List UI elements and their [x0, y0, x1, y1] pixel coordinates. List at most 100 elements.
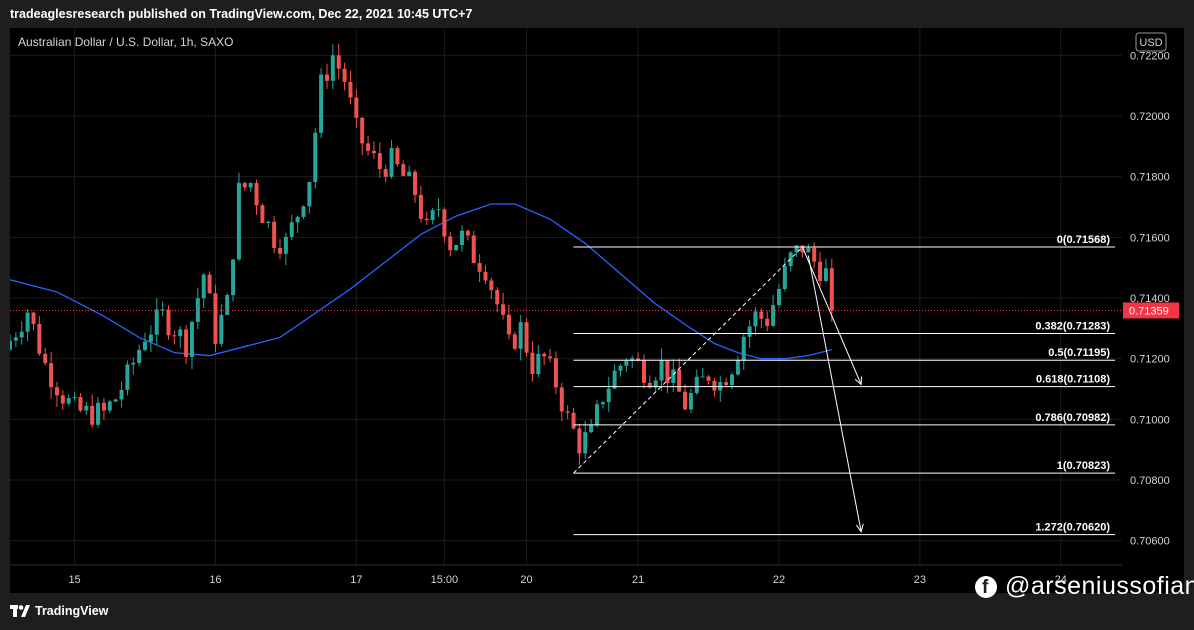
y-axis-tick-label: 0.71800 — [1130, 172, 1170, 184]
x-axis-tick-label: 21 — [632, 574, 644, 586]
candle-body — [524, 322, 529, 353]
candle-body — [407, 171, 412, 176]
candle-body — [818, 261, 823, 281]
candle-body — [131, 362, 136, 365]
candle-body — [389, 148, 394, 177]
candle-body — [307, 182, 312, 207]
candle-body — [13, 337, 18, 341]
candle-body — [383, 169, 388, 177]
currency-badge[interactable]: USD — [1135, 32, 1167, 52]
candle-body — [771, 305, 776, 326]
candle-body — [735, 360, 740, 375]
candle-body — [730, 374, 735, 386]
candle-body — [495, 290, 500, 305]
candle-body — [324, 74, 329, 81]
x-axis-tick-label: 22 — [773, 574, 785, 586]
chart-title: Australian Dollar / U.S. Dollar, 1h, SAX… — [18, 35, 233, 49]
candle-body — [96, 402, 101, 425]
projection-arrow-line — [807, 255, 862, 532]
candle-body — [377, 153, 382, 170]
candle-body — [536, 353, 541, 375]
candle-body — [636, 358, 641, 361]
moving-average-layer — [9, 203, 832, 360]
publish-header: tradeaglesresearch published on TradingV… — [0, 0, 1194, 28]
fib-level-label: 1.272(0.70620) — [1035, 522, 1110, 534]
facebook-icon: f — [975, 575, 997, 598]
candle-body — [583, 432, 588, 454]
candle-body — [630, 358, 635, 361]
candle-body — [272, 221, 277, 249]
candle-body — [72, 397, 77, 399]
y-axis-tick-label: 0.71000 — [1130, 414, 1170, 426]
candle-body — [489, 280, 494, 291]
candle-body — [148, 334, 153, 342]
candle-body — [66, 397, 71, 404]
candle-body — [119, 389, 124, 400]
candle-body — [78, 397, 83, 411]
candle-body — [37, 324, 42, 354]
candle-body — [688, 393, 693, 410]
price-chart[interactable]: 0(0.71568) 0.382(0.71283) 0.5(0.71195) 0.61… — [8, 28, 1184, 593]
candle-body — [31, 312, 36, 325]
footer-bar — [0, 593, 1194, 630]
candle-body — [101, 402, 106, 411]
candle-body — [477, 263, 482, 272]
chart-frame[interactable]: 0(0.71568) 0.382(0.71283) 0.5(0.71195) 0.61… — [8, 28, 1184, 593]
candle-body — [413, 171, 418, 195]
axis-layer: 0.72200 0.72000 0.71800 0.71600 0.71400 0.712… — [10, 50, 1179, 586]
candle-body — [471, 235, 476, 264]
candle-body — [459, 230, 464, 245]
candle-body — [671, 369, 676, 383]
candle-body — [395, 148, 400, 165]
candle-body — [454, 244, 459, 251]
candle-body — [683, 391, 688, 410]
candle-body — [530, 352, 535, 375]
candle-body — [260, 205, 265, 223]
fib-trend-line — [573, 246, 803, 474]
candle-body — [542, 353, 547, 357]
candle-body — [231, 259, 236, 296]
candle-body — [624, 360, 629, 366]
candle-body — [25, 312, 30, 332]
y-axis-tick-label: 0.71200 — [1130, 354, 1170, 366]
tradingview-logo[interactable]: TradingView — [10, 604, 108, 618]
candle-body — [512, 334, 517, 349]
projection-arrow-head — [854, 376, 863, 386]
candle-body — [442, 209, 447, 237]
candle-body — [506, 314, 511, 335]
candle-body — [677, 369, 682, 392]
candle-body — [694, 376, 699, 394]
candle-body — [319, 74, 324, 133]
candle-body — [577, 428, 582, 454]
last-price-badge — [1123, 302, 1179, 319]
candle-body — [812, 247, 817, 262]
candle-body — [782, 266, 787, 290]
candles-layer — [8, 43, 834, 465]
candle-body — [225, 295, 230, 315]
candle-body — [829, 268, 834, 311]
fib-level-label: 1(0.70823) — [1057, 460, 1111, 472]
candle-body — [800, 245, 805, 253]
candle-body — [741, 336, 746, 361]
candle-body — [501, 304, 506, 315]
candle-body — [600, 402, 605, 405]
candle-body — [195, 298, 200, 322]
y-axis-tick-label: 0.72000 — [1130, 111, 1170, 123]
candle-body — [342, 68, 347, 82]
candle-body — [518, 322, 523, 349]
candle-body — [54, 387, 59, 396]
candle-body — [483, 271, 488, 281]
x-axis-tick-label: 24 — [1055, 574, 1067, 586]
x-axis-tick-label: 16 — [209, 574, 221, 586]
candle-body — [60, 395, 65, 404]
y-axis-tick-label: 0.71400 — [1130, 293, 1170, 305]
candle-body — [213, 293, 218, 344]
fib-level-label: 0(0.71568) — [1057, 234, 1111, 246]
candle-body — [295, 216, 300, 223]
candle-body — [606, 388, 611, 403]
candle-body — [823, 268, 828, 281]
candle-body — [753, 311, 758, 327]
candle-body — [166, 309, 171, 336]
author-watermark: f @arseniussofian — [975, 572, 1194, 601]
watermark-text: @arseniussofian — [1005, 572, 1194, 600]
